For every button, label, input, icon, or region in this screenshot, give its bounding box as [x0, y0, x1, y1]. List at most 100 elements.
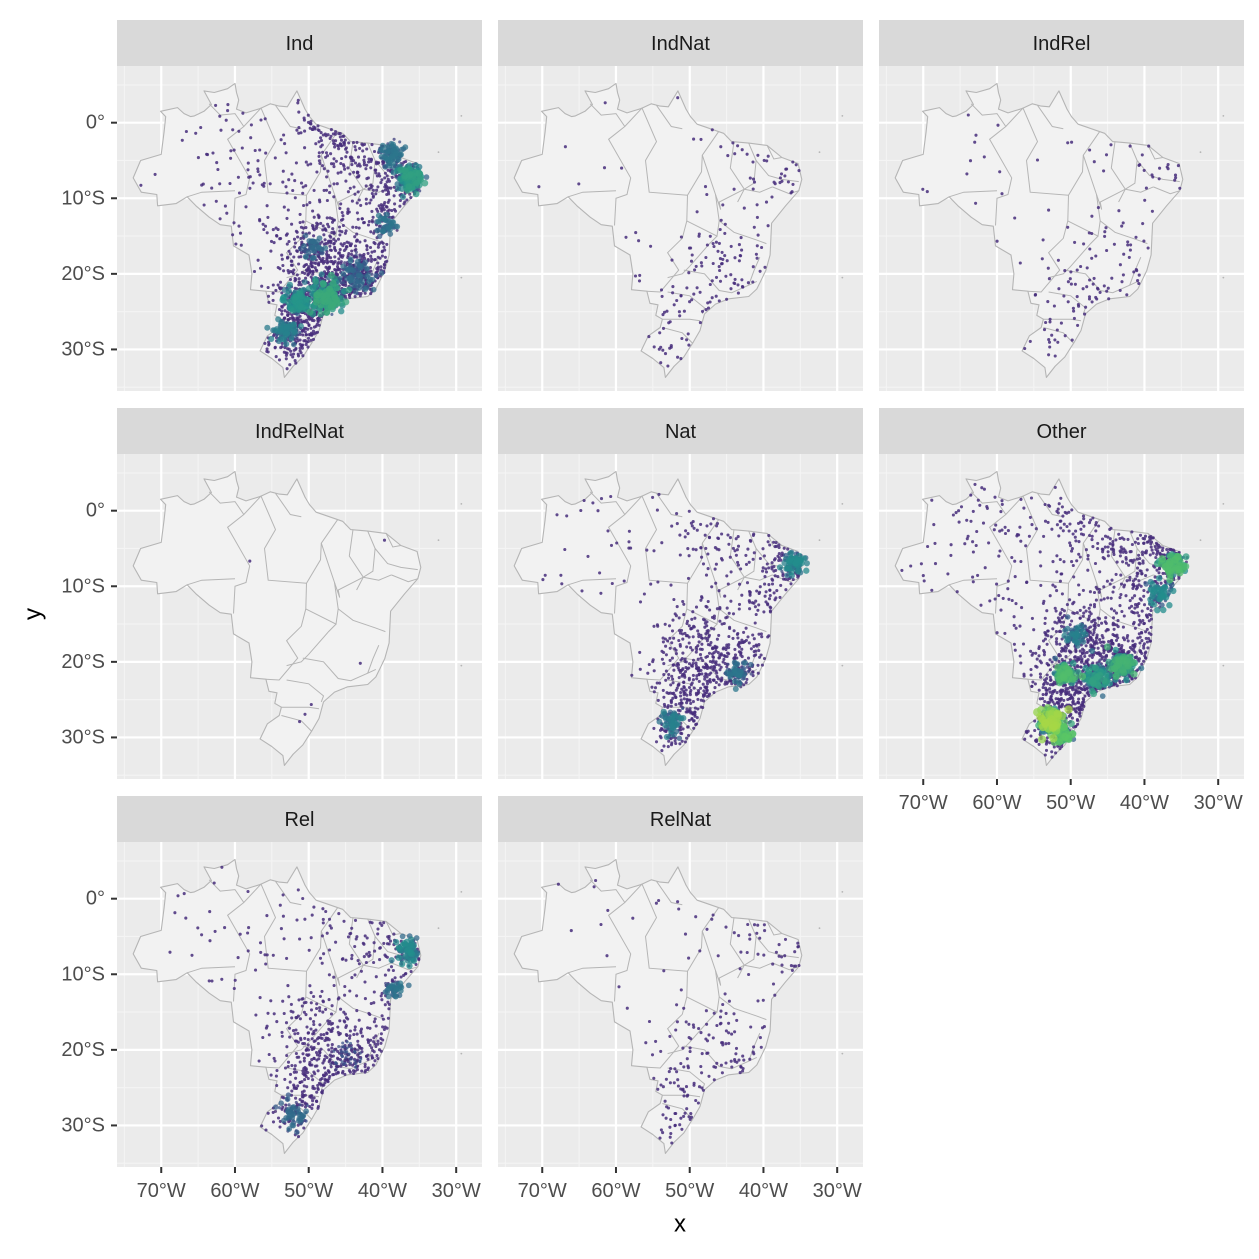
data-point	[731, 678, 738, 685]
data-point	[309, 338, 313, 342]
data-point	[304, 333, 309, 337]
data-point	[1050, 527, 1054, 531]
data-point	[683, 691, 687, 695]
data-point	[1055, 637, 1059, 641]
data-point	[691, 635, 695, 639]
data-point	[745, 677, 749, 681]
data-point	[1176, 164, 1180, 168]
data-point	[341, 280, 346, 285]
data-point	[694, 605, 699, 609]
data-point	[1121, 221, 1125, 225]
data-point	[650, 685, 654, 689]
data-point	[715, 524, 719, 528]
data-point	[1029, 649, 1033, 653]
data-point	[1044, 742, 1048, 746]
data-point	[269, 249, 273, 253]
data-point	[1085, 285, 1089, 289]
data-point	[347, 141, 351, 145]
data-point	[1060, 607, 1064, 611]
state-border	[1043, 327, 1075, 344]
data-point	[703, 677, 707, 681]
data-point	[239, 243, 243, 247]
data-point	[366, 223, 371, 227]
points-layer	[541, 492, 810, 753]
data-point	[358, 146, 362, 150]
data-point	[679, 694, 683, 698]
data-point	[995, 631, 999, 635]
data-point	[1057, 659, 1061, 663]
data-point	[978, 503, 982, 507]
data-point	[765, 562, 769, 566]
data-point	[729, 599, 733, 603]
data-point	[761, 569, 765, 573]
state-border	[186, 190, 236, 198]
data-point	[302, 264, 306, 269]
data-point	[1095, 286, 1100, 290]
data-point	[393, 146, 400, 153]
data-point	[668, 658, 672, 662]
data-point	[1147, 637, 1151, 641]
data-point	[1105, 289, 1109, 293]
data-point	[274, 288, 278, 292]
data-point	[1075, 611, 1079, 615]
data-point	[380, 250, 384, 254]
data-point	[707, 536, 712, 540]
data-point	[673, 693, 677, 698]
data-point	[333, 247, 337, 251]
data-point	[1104, 153, 1109, 157]
data-point	[337, 132, 341, 136]
data-point	[598, 571, 602, 575]
data-point	[699, 686, 703, 690]
data-point	[287, 239, 291, 244]
data-point	[373, 272, 379, 279]
data-point	[663, 729, 667, 733]
data-point	[1133, 594, 1137, 598]
data-point	[331, 139, 335, 143]
island-mark	[1199, 539, 1202, 542]
data-point	[748, 600, 752, 604]
data-point	[285, 299, 292, 306]
data-point	[1010, 598, 1014, 603]
data-point	[560, 582, 564, 586]
data-point	[1125, 579, 1129, 583]
data-point	[321, 150, 325, 154]
data-point	[1047, 340, 1052, 344]
data-point	[746, 281, 750, 285]
data-point	[717, 589, 721, 593]
data-point	[332, 218, 336, 222]
data-point	[265, 204, 269, 208]
data-point	[666, 364, 670, 368]
data-point	[717, 265, 721, 269]
data-point	[946, 572, 950, 576]
data-point	[299, 283, 303, 287]
data-point	[660, 708, 667, 715]
data-point	[1082, 662, 1086, 666]
data-point	[296, 354, 301, 358]
data-point	[683, 669, 688, 674]
data-point	[794, 163, 798, 167]
island-mark	[1222, 664, 1225, 667]
data-point	[311, 209, 315, 213]
data-point	[362, 163, 366, 167]
data-point	[1157, 177, 1161, 181]
data-point	[1142, 537, 1147, 541]
data-point	[310, 265, 314, 269]
data-point	[288, 363, 292, 367]
data-point	[789, 582, 793, 586]
data-point	[279, 346, 283, 350]
island-mark	[460, 114, 463, 117]
data-point	[706, 636, 710, 641]
data-point	[329, 301, 337, 309]
data-point	[353, 244, 358, 248]
data-point	[676, 663, 681, 667]
state-border	[208, 103, 245, 127]
data-point	[1096, 546, 1100, 551]
data-point	[1141, 553, 1145, 557]
data-point	[780, 569, 784, 573]
data-point	[290, 321, 297, 328]
data-point	[721, 647, 725, 651]
data-point	[1077, 593, 1081, 597]
data-point	[364, 184, 368, 188]
data-point	[354, 253, 358, 257]
data-point	[1112, 242, 1116, 246]
